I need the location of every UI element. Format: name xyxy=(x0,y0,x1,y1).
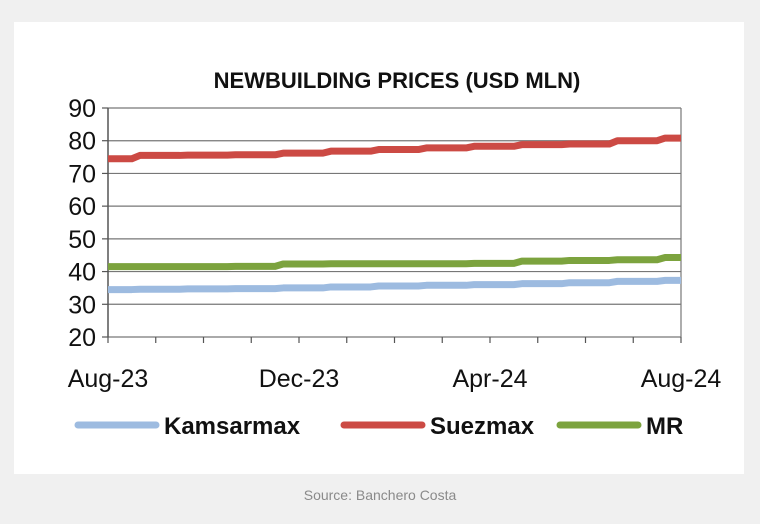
y-axis-tick-labels: 90 80 70 60 50 40 30 20 xyxy=(68,95,96,352)
y-tick-label: 70 xyxy=(68,160,96,188)
y-tick-label: 60 xyxy=(68,193,96,221)
y-tick-label: 90 xyxy=(68,95,96,123)
chart-title: NEWBUILDING PRICES (USD MLN) xyxy=(214,68,581,93)
axes xyxy=(102,107,682,343)
y-tick-label: 20 xyxy=(68,324,96,352)
x-tick-label: Apr-24 xyxy=(452,365,527,393)
y-tick-label: 50 xyxy=(68,226,96,254)
series-line-mr xyxy=(108,254,681,271)
y-tick-label: 30 xyxy=(68,291,96,319)
legend-label: Suezmax xyxy=(430,413,535,440)
legend-label: MR xyxy=(646,413,683,440)
y-tick-label: 40 xyxy=(68,259,96,287)
x-tick-label: Dec-23 xyxy=(259,365,340,393)
series-lines xyxy=(108,134,681,294)
x-tick-label: Aug-23 xyxy=(68,365,149,393)
series-line-kamsarmax xyxy=(108,276,681,294)
x-tick-label: Aug-24 xyxy=(641,365,722,393)
y-tick-label: 80 xyxy=(68,128,96,156)
x-axis-tick-labels: Aug-23 Dec-23 Apr-24 Aug-24 xyxy=(68,365,722,393)
series-line-suezmax xyxy=(108,134,681,163)
legend-label: Kamsarmax xyxy=(164,413,301,440)
chart-card xyxy=(14,22,744,474)
source-caption: Source: Banchero Costa xyxy=(303,487,457,503)
legend: Kamsarmax Suezmax MR xyxy=(74,413,683,440)
